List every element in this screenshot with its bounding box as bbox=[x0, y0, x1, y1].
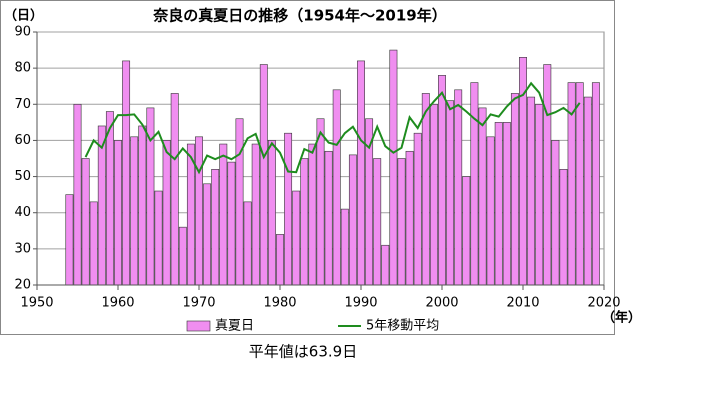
bar bbox=[381, 244, 390, 286]
bar bbox=[170, 93, 179, 286]
chart-title: 奈良の真夏日の推移（1954年～2019年） bbox=[152, 7, 447, 25]
bar bbox=[65, 194, 74, 286]
bar bbox=[583, 96, 592, 286]
bar bbox=[494, 122, 503, 286]
bar bbox=[421, 93, 430, 286]
bar bbox=[211, 169, 220, 286]
bar bbox=[300, 158, 309, 286]
y-tick-label: 90 bbox=[14, 25, 31, 40]
bar bbox=[267, 140, 276, 286]
bar bbox=[559, 169, 568, 286]
bar bbox=[195, 136, 203, 286]
line bbox=[84, 81, 581, 175]
bar bbox=[357, 60, 365, 286]
x-tick-label: 1970 bbox=[182, 296, 215, 311]
bar bbox=[154, 190, 163, 286]
bar bbox=[243, 201, 252, 286]
bar bbox=[446, 100, 455, 286]
bar bbox=[543, 64, 552, 286]
y-tick-label: 20 bbox=[14, 278, 31, 293]
bar bbox=[486, 136, 495, 286]
bar bbox=[259, 64, 268, 286]
bar bbox=[186, 143, 195, 286]
y-tick-label: 80 bbox=[14, 61, 31, 76]
y-tick-label: 40 bbox=[14, 205, 31, 220]
bar bbox=[454, 89, 463, 286]
bar bbox=[292, 190, 301, 286]
y-axis-label: （日） bbox=[4, 8, 43, 24]
bar bbox=[470, 82, 479, 286]
bar bbox=[235, 118, 244, 286]
x-tick-label: 2010 bbox=[506, 296, 539, 311]
bar bbox=[73, 103, 82, 286]
bar bbox=[138, 125, 147, 286]
bar bbox=[462, 176, 471, 286]
bar bbox=[130, 136, 139, 286]
bar bbox=[324, 150, 333, 286]
bar bbox=[203, 183, 212, 286]
bar bbox=[510, 93, 519, 286]
x-axis-label: （年） bbox=[602, 310, 641, 326]
y-tick-label: 30 bbox=[14, 241, 31, 256]
bar bbox=[227, 161, 236, 286]
bar bbox=[591, 82, 600, 286]
y-tick-label: 50 bbox=[14, 169, 31, 184]
bar bbox=[316, 118, 325, 286]
bar bbox=[89, 201, 98, 286]
x-tick-label: 1990 bbox=[344, 296, 377, 311]
legend-label: 5年移動平均 bbox=[366, 319, 439, 334]
bar bbox=[373, 158, 382, 286]
bar bbox=[114, 140, 122, 286]
bar bbox=[162, 140, 171, 286]
x-tick-label: 2020 bbox=[587, 296, 620, 311]
bar bbox=[97, 125, 106, 286]
x-tick-label: 1950 bbox=[20, 296, 53, 311]
legend-swatch bbox=[186, 320, 211, 332]
bar bbox=[219, 143, 228, 286]
bar bbox=[397, 158, 406, 286]
bar bbox=[251, 143, 260, 286]
x-tick-label: 2000 bbox=[425, 296, 458, 311]
bar bbox=[535, 103, 544, 286]
bar bbox=[575, 82, 584, 286]
bar bbox=[308, 143, 317, 286]
x-tick-label: 1960 bbox=[101, 296, 134, 311]
bar bbox=[405, 150, 414, 286]
bar bbox=[478, 107, 487, 286]
bar bbox=[276, 234, 284, 286]
bar bbox=[348, 154, 357, 286]
x-tick-label: 1980 bbox=[263, 296, 296, 311]
bar bbox=[389, 49, 398, 286]
bar bbox=[81, 158, 90, 286]
bar bbox=[340, 208, 349, 286]
bar bbox=[105, 111, 114, 286]
bar bbox=[332, 89, 341, 286]
y-tick-label: 70 bbox=[14, 97, 31, 112]
bar bbox=[438, 75, 446, 286]
bar bbox=[429, 103, 438, 286]
note: 平年値は63.9日 bbox=[249, 343, 357, 361]
bar bbox=[527, 96, 536, 286]
legend-label: 真夏日 bbox=[215, 319, 254, 334]
bar bbox=[413, 132, 422, 286]
bar bbox=[284, 132, 293, 286]
bar bbox=[122, 60, 131, 286]
bar bbox=[178, 226, 187, 286]
bar bbox=[502, 122, 511, 286]
bar bbox=[551, 140, 560, 286]
y-tick-label: 60 bbox=[14, 133, 31, 148]
